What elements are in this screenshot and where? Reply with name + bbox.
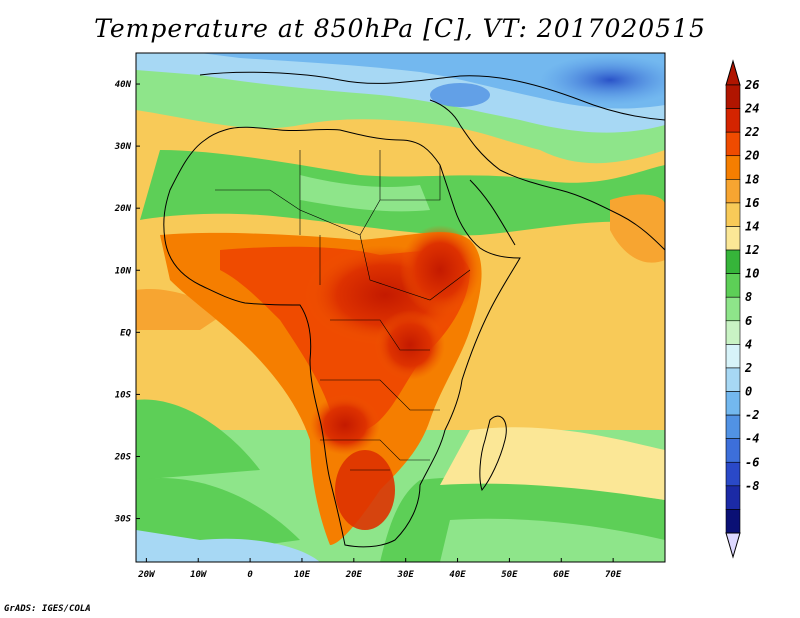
x-tick-label: 20E: [345, 570, 363, 580]
colorbar-under-triangle: [725, 532, 741, 559]
y-tick-label: 30S: [114, 515, 132, 525]
y-tick-label: 10S: [115, 390, 132, 400]
colorbar-label: 2: [744, 361, 752, 375]
colorbar-label: -8: [745, 479, 759, 493]
colorbar-swatch: [725, 391, 741, 416]
colorbar-swatch: [725, 461, 741, 487]
colorbar-swatch: [725, 320, 741, 345]
grads-credit: GrADS: IGES/COLA: [4, 604, 91, 614]
colorbar-label: 20: [744, 149, 759, 163]
colorbar-swatch: [725, 296, 741, 322]
plot-frame: [135, 52, 666, 563]
colorbar-label: 10: [745, 267, 759, 281]
x-tick-label: 50E: [501, 570, 518, 580]
colorbar-label: -4: [745, 432, 759, 446]
colorbar-swatch: [725, 131, 741, 157]
colorbar-swatch: [725, 108, 741, 133]
y-tick-label: 10N: [115, 266, 132, 276]
coastlines: [163, 71, 665, 548]
y-tick-label: 20S: [114, 452, 132, 462]
colorbar-swatch: [725, 179, 741, 204]
colorbar-over-triangle: [725, 59, 741, 86]
y-tick-label: 40N: [115, 80, 132, 90]
colorbar-swatch: [725, 155, 741, 180]
colorbar-label: 6: [745, 314, 752, 328]
x-tick-label: 30E: [397, 570, 415, 580]
x-tick-label: 10W: [190, 570, 208, 580]
colorbar-swatch: [725, 84, 741, 109]
colorbar-swatch: [725, 226, 741, 251]
colorbar-swatch: [725, 438, 741, 463]
y-tick-label: EQ: [120, 328, 131, 338]
colorbar-label: 14: [745, 219, 759, 233]
temperature-field: [136, 53, 665, 562]
colorbar-label: 8: [745, 290, 752, 304]
colorbar-label: 0: [745, 385, 752, 399]
colorbar-label: 16: [745, 196, 759, 210]
colorbar-swatch: [725, 414, 741, 439]
colorbar-swatch: [725, 202, 741, 227]
colorbar-label: 4: [745, 337, 752, 351]
colorbar-label: 22: [744, 125, 759, 139]
country-borders: [215, 150, 471, 471]
colorbar-label: 24: [744, 102, 759, 116]
colorbar-label: 12: [745, 243, 759, 257]
x-tick-label: 70E: [605, 570, 622, 580]
colorbar-label: -2: [745, 408, 759, 422]
colorbar-swatch: [725, 249, 741, 274]
x-axis: 20W 10W 0 10E 20E 30E 40E 50E 60E 70E: [137, 558, 622, 580]
x-tick-label: 0: [247, 570, 253, 580]
colorbar-swatch: [725, 273, 741, 298]
x-tick-label: 20W: [137, 570, 156, 580]
colorbar-swatch: [725, 485, 741, 510]
colorbar-label: -6: [745, 455, 759, 469]
colorbar-label: 18: [745, 172, 759, 186]
y-tick-label: 20N: [114, 204, 132, 214]
colorbar-swatch: [725, 344, 741, 369]
y-axis: 40N 30N 20N 10N EQ 10S 20S 30S: [114, 80, 140, 525]
colorbar-swatch: [725, 367, 741, 392]
x-tick-label: 10E: [294, 570, 311, 580]
map-title: Temperature at 850hPa [C], VT: 201702051…: [94, 14, 706, 43]
y-tick-label: 30N: [114, 142, 132, 152]
x-tick-label: 40E: [449, 570, 466, 580]
colorbar-swatch: [725, 509, 741, 534]
colorbar-label: 26: [744, 78, 759, 92]
x-tick-label: 60E: [553, 570, 570, 580]
